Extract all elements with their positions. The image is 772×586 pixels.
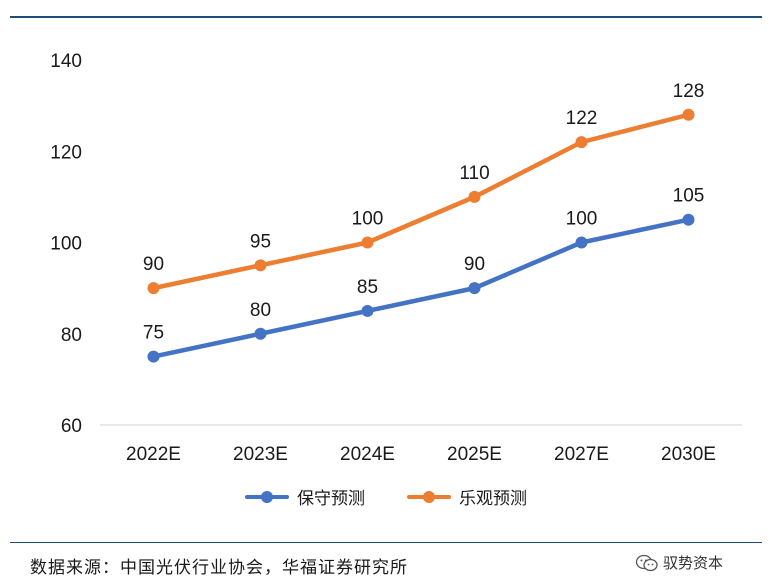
- legend-swatch-conservative: [245, 490, 289, 503]
- data-point[interactable]: [147, 282, 160, 295]
- data-label: 85: [357, 277, 378, 298]
- y-tick-label: 140: [50, 51, 82, 72]
- y-tick-label: 100: [50, 234, 82, 255]
- legend-item-optimistic[interactable]: 乐观预测: [407, 484, 527, 509]
- data-point[interactable]: [575, 136, 588, 149]
- x-tick-label: 2025E: [447, 444, 502, 465]
- data-point[interactable]: [682, 108, 695, 121]
- y-tick-label: 60: [61, 416, 82, 437]
- data-label: 128: [673, 81, 705, 102]
- watermark: 驭势资本: [636, 552, 723, 573]
- legend-label-conservative: 保守预测: [297, 489, 365, 509]
- data-label: 110: [459, 163, 489, 184]
- series-line: [151, 112, 691, 291]
- x-tick-label: 2022E: [126, 444, 181, 465]
- data-label: 100: [352, 209, 384, 230]
- data-point[interactable]: [468, 282, 481, 295]
- legend: 保守预测 乐观预测: [0, 484, 772, 509]
- y-axis-labels: 60 80 100 120 140: [50, 51, 82, 437]
- x-axis-labels: 2022E 2023E 2024E 2025E 2027E 2030E: [126, 444, 716, 465]
- data-point[interactable]: [682, 213, 695, 226]
- data-point[interactable]: [468, 190, 481, 203]
- top-rule: [10, 16, 762, 18]
- wechat-icon: [636, 554, 658, 571]
- data-point[interactable]: [575, 236, 588, 249]
- data-point[interactable]: [254, 259, 267, 272]
- series-line: [151, 217, 691, 359]
- y-tick-label: 80: [61, 325, 82, 346]
- x-tick-label: 2030E: [661, 444, 716, 465]
- x-tick-label: 2023E: [233, 444, 288, 465]
- data-point[interactable]: [361, 304, 374, 317]
- data-label: 80: [250, 300, 271, 321]
- data-label: 90: [464, 254, 485, 275]
- data-label: 122: [566, 108, 598, 129]
- legend-item-conservative[interactable]: 保守预测: [245, 484, 365, 509]
- source-note: 数据来源：中国光伏行业协会，华福证券研究所: [30, 558, 408, 578]
- data-label: 105: [673, 186, 705, 207]
- data-point[interactable]: [361, 236, 374, 249]
- legend-swatch-optimistic: [407, 490, 451, 503]
- data-point[interactable]: [147, 350, 160, 363]
- data-point[interactable]: [254, 327, 267, 340]
- data-label: 75: [143, 323, 164, 344]
- series-layer: [147, 108, 695, 363]
- x-tick-label: 2027E: [554, 444, 609, 465]
- legend-label-optimistic: 乐观预测: [459, 489, 527, 509]
- x-tick-label: 2024E: [340, 444, 395, 465]
- bottom-rule: [10, 542, 762, 543]
- data-label: 90: [143, 254, 164, 275]
- data-label: 95: [250, 231, 271, 252]
- watermark-text: 驭势资本: [663, 554, 724, 572]
- data-label: 100: [566, 209, 598, 230]
- y-tick-label: 120: [50, 142, 82, 163]
- data-labels: 75 80 85 90 100 105 90 95 100 110 122 128: [143, 81, 704, 344]
